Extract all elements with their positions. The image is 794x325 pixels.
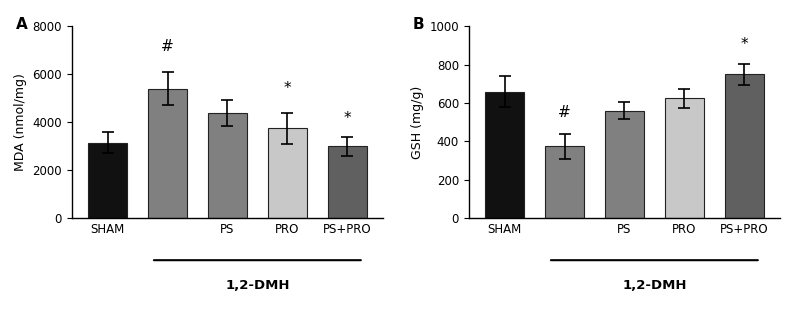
Text: B: B [413,17,424,32]
Text: *: * [283,81,291,96]
Bar [268,128,306,218]
Bar [208,113,247,218]
Text: *: * [740,37,748,52]
Text: *: * [343,111,351,126]
Text: 1,2-DMH: 1,2-DMH [622,280,687,292]
Y-axis label: MDA (nmol/mg): MDA (nmol/mg) [13,73,27,171]
Bar [725,74,764,218]
Bar [605,111,644,218]
Text: A: A [16,17,28,32]
Text: #: # [161,39,174,54]
Y-axis label: GSH (mg/g): GSH (mg/g) [410,85,424,159]
Bar [545,146,584,218]
Text: #: # [558,105,571,120]
Bar [148,89,187,218]
Bar [88,143,127,218]
Bar [328,146,367,218]
Bar [665,98,703,218]
Text: 1,2-DMH: 1,2-DMH [225,280,290,292]
Bar [485,92,524,218]
